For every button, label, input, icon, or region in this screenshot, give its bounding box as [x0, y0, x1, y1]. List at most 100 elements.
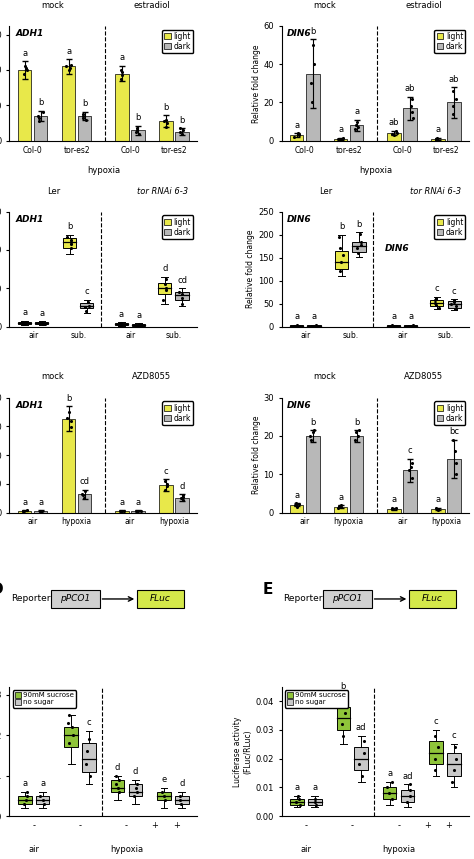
Point [82, 113, 90, 126]
Point [163, 282, 170, 295]
Text: a: a [294, 490, 300, 500]
Point [23, 63, 31, 76]
Point [295, 128, 303, 142]
Point [409, 111, 416, 125]
FancyBboxPatch shape [290, 799, 304, 805]
Text: ADH1: ADH1 [15, 215, 43, 224]
Point [159, 293, 166, 307]
Point [178, 296, 186, 310]
Point [40, 317, 47, 331]
Text: c: c [164, 466, 168, 476]
Text: a: a [312, 783, 317, 792]
FancyBboxPatch shape [115, 323, 128, 325]
Text: Ler: Ler [319, 186, 333, 196]
Bar [18, 70, 31, 141]
Text: D: D [0, 582, 3, 597]
Point [354, 429, 362, 442]
Point [65, 708, 73, 722]
FancyBboxPatch shape [82, 743, 96, 771]
Point [177, 789, 184, 802]
Point [70, 728, 77, 742]
Point [358, 769, 366, 783]
Point [407, 460, 415, 473]
FancyBboxPatch shape [175, 795, 189, 804]
Text: a: a [22, 497, 27, 507]
Text: a: a [408, 313, 413, 321]
Point [291, 320, 298, 333]
FancyBboxPatch shape [308, 799, 321, 805]
Point [176, 121, 184, 135]
FancyBboxPatch shape [447, 752, 461, 776]
Text: ab: ab [449, 75, 459, 83]
Legend: light, dark: light, dark [162, 29, 193, 53]
Point [337, 255, 345, 269]
Point [21, 59, 29, 73]
Point [179, 123, 186, 137]
Point [307, 76, 314, 90]
Text: ad: ad [402, 771, 413, 781]
Point [313, 798, 320, 812]
Bar [78, 116, 91, 141]
Point [388, 792, 396, 806]
Point [433, 131, 441, 145]
Text: b: b [67, 222, 72, 231]
Point [117, 317, 124, 331]
Point [131, 789, 138, 802]
Point [408, 456, 416, 470]
FancyBboxPatch shape [63, 239, 76, 248]
Point [86, 769, 94, 783]
Point [451, 444, 458, 458]
Point [292, 497, 300, 510]
Point [65, 405, 73, 419]
Point [36, 789, 44, 802]
Point [117, 504, 125, 518]
Point [115, 318, 123, 332]
Point [291, 130, 298, 143]
Point [177, 797, 185, 811]
Text: tor RNAi 6-3: tor RNAi 6-3 [137, 186, 189, 196]
FancyBboxPatch shape [80, 303, 93, 308]
Point [79, 109, 87, 123]
Point [40, 797, 48, 811]
FancyBboxPatch shape [430, 300, 444, 307]
Point [310, 425, 317, 439]
Text: tor RNAi 6-3: tor RNAi 6-3 [410, 186, 461, 196]
FancyBboxPatch shape [429, 741, 443, 765]
Point [117, 319, 124, 332]
FancyBboxPatch shape [111, 780, 124, 792]
Point [19, 504, 27, 518]
Point [356, 758, 363, 771]
Text: b: b [82, 99, 87, 108]
Bar [18, 511, 31, 513]
Text: ADH1: ADH1 [15, 401, 43, 410]
Point [64, 411, 71, 424]
Point [134, 777, 141, 790]
FancyBboxPatch shape [409, 590, 456, 607]
Text: hypoxia: hypoxia [110, 844, 143, 854]
Point [338, 694, 346, 708]
Point [38, 504, 46, 518]
Text: b: b [38, 98, 44, 107]
Point [311, 792, 319, 806]
Text: air: air [28, 844, 39, 854]
Point [449, 100, 456, 113]
Text: mock: mock [41, 1, 64, 9]
Point [62, 59, 70, 73]
Point [162, 283, 170, 297]
Point [118, 65, 126, 79]
Text: b: b [66, 393, 71, 403]
Point [432, 132, 439, 146]
Bar [290, 135, 303, 141]
Text: c: c [434, 717, 438, 726]
Point [449, 433, 457, 447]
FancyBboxPatch shape [355, 747, 368, 770]
Point [452, 456, 460, 470]
Point [392, 501, 400, 515]
Text: b: b [136, 113, 141, 122]
Point [294, 319, 301, 332]
Text: hypoxia: hypoxia [382, 844, 415, 854]
Point [20, 503, 27, 517]
Text: bc: bc [449, 427, 459, 436]
Point [135, 317, 142, 331]
Point [79, 107, 87, 121]
